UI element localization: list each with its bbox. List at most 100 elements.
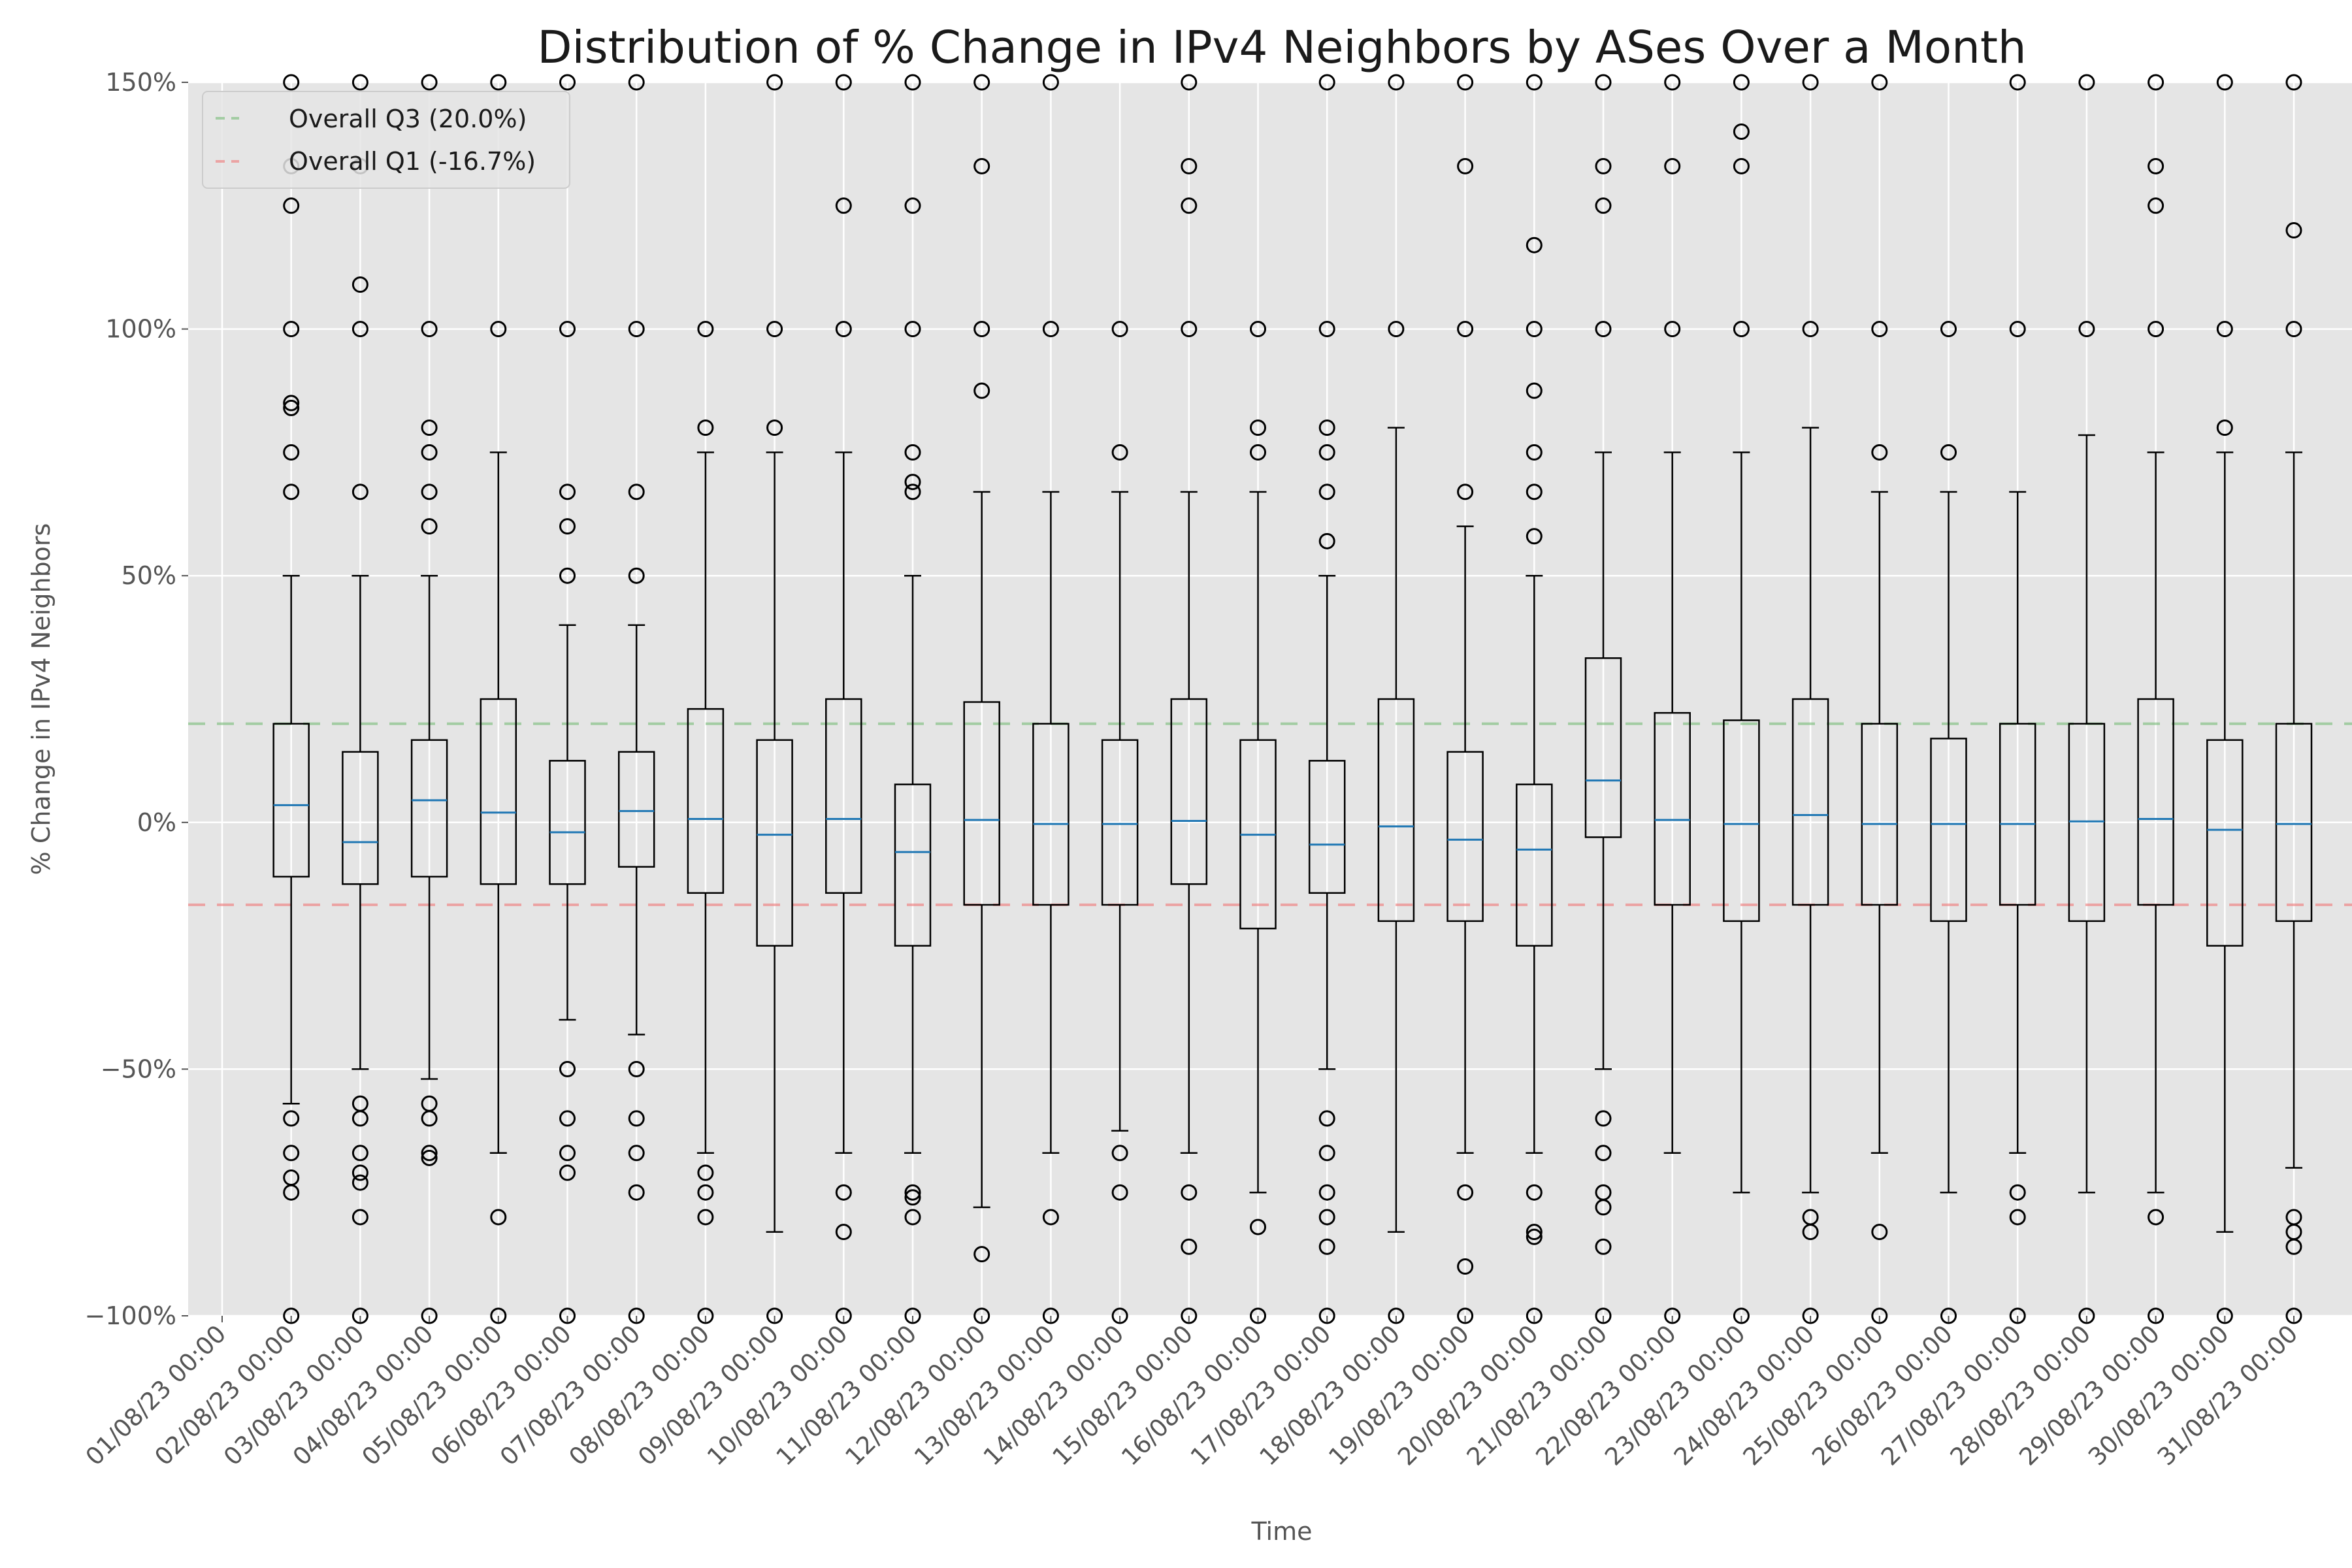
outlier-point <box>1111 1145 1128 1162</box>
outlier-point <box>1595 1199 1612 1216</box>
box-group <box>687 321 725 1324</box>
outlier-point <box>1940 444 1957 461</box>
box-group <box>2137 74 2174 1324</box>
outlier-point <box>697 321 714 338</box>
outlier-point <box>1871 1307 1888 1324</box>
outlier-point <box>490 321 507 338</box>
outlier-point <box>697 1184 714 1201</box>
outlier-point <box>2078 1307 2095 1324</box>
outlier-point <box>2285 321 2302 338</box>
outlier-point <box>1940 1307 1957 1324</box>
y-tick-label: 150% <box>105 68 176 97</box>
outlier-point <box>904 483 921 500</box>
outlier-point <box>2078 321 2095 338</box>
outlier-point <box>1526 1184 1543 1201</box>
box-iqr <box>894 783 932 947</box>
legend-q1-label: Overall Q1 (-16.7%) <box>289 147 536 176</box>
outlier-point <box>283 74 300 91</box>
box-group <box>894 74 932 1324</box>
outlier-point <box>1181 1307 1198 1324</box>
outlier-point <box>628 1060 645 1077</box>
outlier-point <box>1318 444 1335 461</box>
plot-area <box>188 82 2352 1316</box>
outlier-point <box>766 1307 783 1324</box>
outlier-point <box>2285 222 2302 239</box>
reference-lines <box>188 722 2352 906</box>
outlier-point <box>1181 197 1198 214</box>
box-iqr <box>1654 711 1691 906</box>
outlier-point <box>766 74 783 91</box>
legend-box <box>202 91 570 189</box>
outlier-point <box>421 518 438 535</box>
box-group <box>1584 74 1622 1324</box>
outlier-point <box>628 74 645 91</box>
outlier-point <box>490 1209 507 1226</box>
outlier-point <box>766 419 783 436</box>
outlier-point <box>1388 1307 1405 1324</box>
outlier-point <box>1526 1228 1543 1245</box>
outlier-point <box>2009 1184 2026 1201</box>
outlier-point <box>351 1307 368 1324</box>
outlier-point <box>2148 1307 2164 1324</box>
outlier-point <box>1318 532 1335 549</box>
outlier-point <box>2285 1307 2302 1324</box>
outlier-point <box>1733 1307 1750 1324</box>
outlier-point <box>559 1145 576 1162</box>
outlier-point <box>2285 74 2302 91</box>
outlier-point <box>559 483 576 500</box>
outlier-point <box>835 1184 852 1201</box>
outlier-point <box>1250 444 1266 461</box>
outlier-point <box>1318 321 1335 338</box>
y-tick-label: −100% <box>85 1301 176 1330</box>
outlier-point <box>2148 321 2164 338</box>
outlier-point <box>1042 1307 1059 1324</box>
outlier-point <box>2009 74 2026 91</box>
box-group <box>1791 74 1829 1324</box>
box-group <box>1170 74 1208 1324</box>
outlier-point <box>2148 74 2164 91</box>
outlier-point <box>559 1307 576 1324</box>
outlier-point <box>2216 1307 2233 1324</box>
outlier-point <box>1181 1184 1198 1201</box>
outlier-point <box>628 1145 645 1162</box>
outlier-point <box>628 1184 645 1201</box>
outlier-point <box>1181 157 1198 174</box>
outlier-point <box>1733 157 1750 174</box>
outlier-point <box>1250 419 1266 436</box>
box-iqr <box>2068 723 2106 923</box>
outlier-point <box>904 1189 921 1206</box>
outlier-point <box>835 197 852 214</box>
box-iqr <box>1930 738 1967 923</box>
outlier-point <box>1802 1224 1819 1241</box>
box-group <box>2206 74 2244 1324</box>
outlier-point <box>1318 419 1335 436</box>
outlier-point <box>973 157 990 174</box>
box-group <box>1308 74 1346 1324</box>
outlier-point <box>1871 1224 1888 1241</box>
outlier-point <box>1250 1307 1266 1324</box>
box-group <box>272 74 310 1324</box>
outlier-point <box>697 1209 714 1226</box>
outlier-point <box>421 74 438 91</box>
outlier-point <box>1526 321 1543 338</box>
outlier-point <box>1042 74 1059 91</box>
outlier-point <box>559 567 576 584</box>
outlier-point <box>1871 74 1888 91</box>
outlier-point <box>1250 1218 1266 1235</box>
outlier-point <box>1181 74 1198 91</box>
outlier-point <box>904 444 921 461</box>
outlier-point <box>1526 483 1543 500</box>
box-group <box>1516 74 1553 1324</box>
y-tick-label: 0% <box>137 808 176 837</box>
box-iqr <box>1101 739 1139 906</box>
outlier-point <box>697 1164 714 1181</box>
box-group <box>480 74 517 1324</box>
outlier-point <box>2216 419 2233 436</box>
outlier-point <box>1042 1209 1059 1226</box>
outlier-point <box>1664 1307 1681 1324</box>
y-tick-label: 50% <box>122 561 176 590</box>
outlier-point <box>1318 1307 1335 1324</box>
outlier-point <box>283 1184 300 1201</box>
outlier-point <box>1457 1184 1474 1201</box>
